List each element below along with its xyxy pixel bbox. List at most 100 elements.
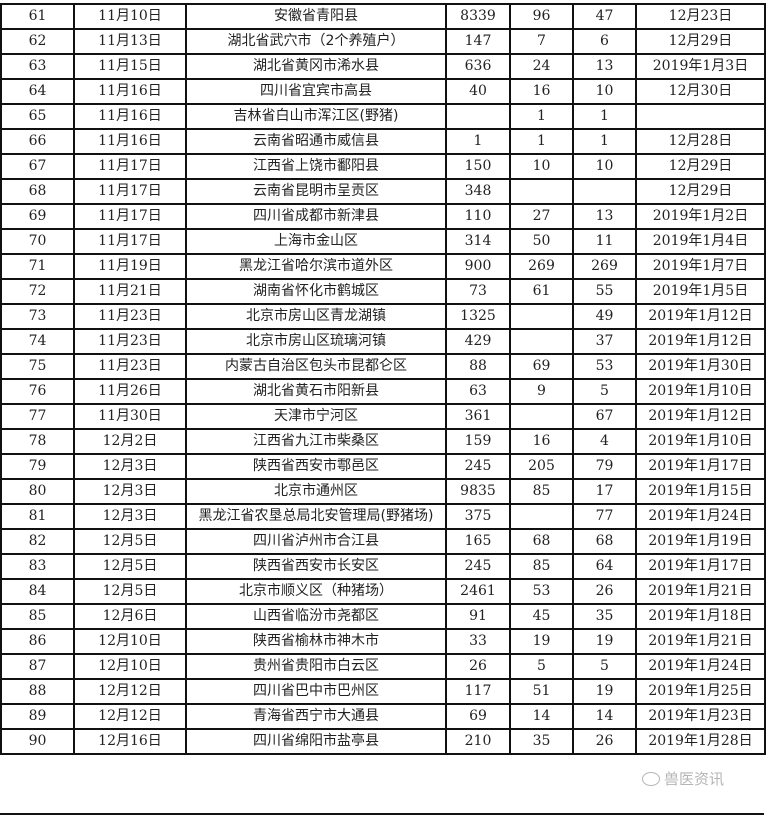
- table-row: 65 11月16日 吉林省白山市浑江区(野猪) 1 1: [0, 103, 766, 130]
- dead-count-cell: 79: [572, 453, 637, 480]
- dead-count-cell: 49: [572, 303, 637, 330]
- row-number-cell: 69: [0, 203, 75, 230]
- stock-count-cell: 69: [445, 703, 511, 730]
- dead-count-cell: 26: [572, 728, 637, 755]
- table-row: 69 11月17日 四川省成都市新津县 110 27 13 2019年1月2日: [0, 203, 766, 230]
- report-date-cell: 11月23日: [73, 328, 187, 355]
- row-number-cell: 76: [0, 378, 75, 405]
- report-date-cell: 11月19日: [73, 253, 187, 280]
- dead-count-cell: 11: [572, 228, 637, 255]
- table-row: 72 11月21日 湖南省怀化市鹤城区 73 61 55 2019年1月5日: [0, 278, 766, 305]
- table-row: 85 12月6日 山西省临汾市尧都区 91 45 35 2019年1月18日: [0, 603, 766, 630]
- lift-date-cell: 12月29日: [635, 28, 766, 55]
- infected-count-cell: 7: [509, 28, 574, 55]
- stock-count-cell: 636: [445, 53, 511, 80]
- infected-count-cell: 205: [509, 453, 574, 480]
- lift-date-cell: 2019年1月18日: [635, 603, 766, 630]
- stock-count-cell: 900: [445, 253, 511, 280]
- stock-count-cell: 2461: [445, 578, 511, 605]
- row-number-cell: 79: [0, 453, 75, 480]
- row-number-cell: 61: [0, 3, 75, 30]
- stock-count-cell: 375: [445, 503, 511, 530]
- lift-date-cell: 2019年1月21日: [635, 578, 766, 605]
- lift-date-cell: 12月29日: [635, 153, 766, 180]
- stock-count-cell: 91: [445, 603, 511, 630]
- report-date-cell: 11月17日: [73, 203, 187, 230]
- stock-count-cell: 9835: [445, 478, 511, 505]
- dead-count-cell: 1: [572, 103, 637, 130]
- location-cell: 湖北省黄冈市浠水县: [185, 53, 447, 80]
- table-row: 73 11月23日 北京市房山区青龙湖镇 1325 49 2019年1月12日: [0, 303, 766, 330]
- lift-date-cell: 12月30日: [635, 78, 766, 105]
- infected-count-cell: [509, 503, 574, 530]
- row-number-cell: 81: [0, 503, 75, 530]
- lift-date-cell: 2019年1月19日: [635, 528, 766, 555]
- stock-count-cell: 429: [445, 328, 511, 355]
- report-date-cell: 11月23日: [73, 303, 187, 330]
- stock-count-cell: 88: [445, 353, 511, 380]
- dead-count-cell: 47: [572, 3, 637, 30]
- location-cell: 湖南省怀化市鹤城区: [185, 278, 447, 305]
- dead-count-cell: 55: [572, 278, 637, 305]
- row-number-cell: 66: [0, 128, 75, 155]
- report-date-cell: 11月17日: [73, 153, 187, 180]
- row-number-cell: 77: [0, 403, 75, 430]
- report-date-cell: 11月21日: [73, 278, 187, 305]
- location-cell: 湖北省黄石市阳新县: [185, 378, 447, 405]
- stock-count-cell: 245: [445, 453, 511, 480]
- location-cell: 陕西省西安市长安区: [185, 553, 447, 580]
- row-number-cell: 73: [0, 303, 75, 330]
- location-cell: 江西省九江市柴桑区: [185, 428, 447, 455]
- table-row: 82 12月5日 四川省泸州市合江县 165 68 68 2019年1月19日: [0, 528, 766, 555]
- location-cell: 四川省巴中市巴州区: [185, 678, 447, 705]
- stock-count-cell: 26: [445, 653, 511, 680]
- infected-count-cell: 1: [509, 103, 574, 130]
- location-cell: 云南省昆明市呈贡区: [185, 178, 447, 205]
- row-number-cell: 82: [0, 528, 75, 555]
- stock-count-cell: 117: [445, 678, 511, 705]
- report-date-cell: 12月6日: [73, 603, 187, 630]
- table-row: 64 11月16日 四川省宜宾市高县 40 16 10 12月30日: [0, 78, 766, 105]
- lift-date-cell: 12月28日: [635, 128, 766, 155]
- report-date-cell: 12月5日: [73, 553, 187, 580]
- report-date-cell: 11月23日: [73, 353, 187, 380]
- outbreak-table: 61 11月10日 安徽省青阳县 8339 96 47 12月23日 62 11月13日 湖北省武…: [0, 3, 766, 755]
- stock-count-cell: 159: [445, 428, 511, 455]
- infected-count-cell: 35: [509, 728, 574, 755]
- lift-date-cell: 2019年1月12日: [635, 303, 766, 330]
- stock-count-cell: 147: [445, 28, 511, 55]
- location-cell: 四川省绵阳市盐亭县: [185, 728, 447, 755]
- infected-count-cell: [509, 328, 574, 355]
- wechat-icon: [642, 771, 660, 786]
- stock-count-cell: 73: [445, 278, 511, 305]
- stock-count-cell: [445, 103, 511, 130]
- stock-count-cell: 150: [445, 153, 511, 180]
- lift-date-cell: 2019年1月24日: [635, 503, 766, 530]
- table-row: 68 11月17日 云南省昆明市呈贡区 348 12月29日: [0, 178, 766, 205]
- dead-count-cell: 14: [572, 703, 637, 730]
- stock-count-cell: 110: [445, 203, 511, 230]
- row-number-cell: 85: [0, 603, 75, 630]
- row-number-cell: 71: [0, 253, 75, 280]
- infected-count-cell: 45: [509, 603, 574, 630]
- lift-date-cell: 2019年1月5日: [635, 278, 766, 305]
- row-number-cell: 75: [0, 353, 75, 380]
- dead-count-cell: 13: [572, 53, 637, 80]
- table-row: 70 11月17日 上海市金山区 314 50 11 2019年1月4日: [0, 228, 766, 255]
- row-number-cell: 88: [0, 678, 75, 705]
- dead-count-cell: [572, 178, 637, 205]
- report-date-cell: 12月5日: [73, 528, 187, 555]
- dead-count-cell: 5: [572, 653, 637, 680]
- report-date-cell: 12月3日: [73, 453, 187, 480]
- location-cell: 上海市金山区: [185, 228, 447, 255]
- location-cell: 天津市宁河区: [185, 403, 447, 430]
- location-cell: 黑龙江省哈尔滨市道外区: [185, 253, 447, 280]
- row-number-cell: 63: [0, 53, 75, 80]
- row-number-cell: 83: [0, 553, 75, 580]
- row-number-cell: 80: [0, 478, 75, 505]
- location-cell: 内蒙古自治区包头市昆都仑区: [185, 353, 447, 380]
- location-cell: 四川省泸州市合江县: [185, 528, 447, 555]
- location-cell: 四川省成都市新津县: [185, 203, 447, 230]
- lift-date-cell: 2019年1月7日: [635, 253, 766, 280]
- dead-count-cell: 17: [572, 478, 637, 505]
